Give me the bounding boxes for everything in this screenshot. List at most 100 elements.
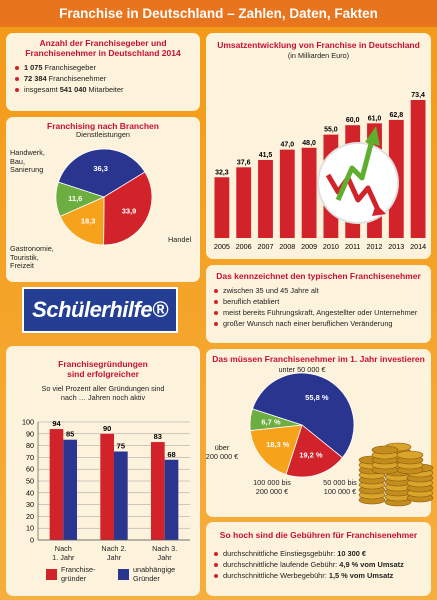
text-segment: 1,5 % vom Umsatz [328, 571, 394, 580]
value-label: 73,4 [411, 92, 425, 99]
slice-label: 11,6 [68, 194, 82, 203]
category-label: Handwerk, Bau, Sanierung [10, 148, 45, 175]
y-tick-label: 100 [22, 418, 34, 427]
slice-label: 33,9 [122, 207, 137, 216]
x-tick-label: 2011 [345, 242, 360, 251]
coin [371, 445, 399, 455]
legend-swatch [118, 569, 129, 580]
list-item: durchschnittliche Einstiegsgebühr: 10 30… [213, 548, 404, 559]
fees-title: So hoch sind die Gebühren für Franchisen… [219, 530, 418, 540]
list-item: meist bereits Führungskraft, Angestellte… [213, 307, 417, 318]
category-label: Gastronomie, Touristik, Freizeit [10, 244, 54, 271]
value-label: 61,0 [368, 115, 382, 122]
text-segment: Franchisegeber [42, 63, 96, 72]
value-label: 94 [52, 419, 61, 428]
y-tick-label: 60 [26, 465, 34, 474]
y-tick-label: 90 [26, 429, 34, 438]
bar [301, 147, 317, 238]
y-tick-label: 10 [26, 524, 34, 533]
x-tick-label: 2005 [214, 242, 230, 251]
value-label: 68 [167, 450, 175, 459]
pie-slice [252, 372, 355, 459]
legend-swatch [46, 569, 57, 580]
text-segment: Mitarbeiter [86, 85, 124, 94]
pie-slice [55, 181, 106, 217]
text-segment: 1 075 [24, 63, 43, 72]
slice-label: 36,3 [93, 164, 108, 173]
fees-list: durchschnittliche Einstiegsgebühr: 10 30… [213, 548, 404, 581]
slice-label: 55,8 % [305, 393, 329, 402]
fees-panel [206, 522, 431, 596]
category-label: Handel [168, 235, 192, 244]
list-item: durchschnittliche laufende Gebühr: 4,9 %… [213, 559, 404, 570]
logo: Schülerhilfe® [22, 287, 178, 333]
bar [150, 442, 165, 540]
text-segment: 72 384 [24, 74, 47, 83]
text-segment: insgesamt [24, 85, 60, 94]
x-tick-label: 2009 [301, 242, 317, 251]
pie-slice [249, 408, 303, 431]
x-tick-label: 2007 [258, 242, 274, 251]
x-tick-label: 2008 [279, 242, 295, 251]
list-item: beruflich etabliert [213, 296, 417, 307]
chart-title: Franchising nach Branchen [47, 121, 159, 131]
bar [410, 100, 426, 238]
coins-illustration [358, 442, 434, 507]
illustration-disc [317, 142, 399, 224]
text-segment: Franchisenehmer [46, 74, 107, 83]
value-label: 60,0 [346, 117, 360, 124]
text-segment: 10 300 € [337, 549, 366, 558]
page-title: Franchise in Deutschland – Zahlen, Daten… [0, 0, 437, 27]
bar [114, 451, 128, 540]
x-tick-label: Nach 2. Jahr [101, 544, 127, 562]
list-item: zwischen 35 und 45 Jahre alt [213, 285, 417, 296]
bar [100, 433, 114, 540]
y-tick-label: 50 [26, 477, 34, 486]
bar [236, 167, 252, 238]
chart-subtitle: So viel Prozent aller Gründungen sind na… [41, 384, 165, 402]
illustration-arrow [372, 204, 386, 216]
slice-label: 18,3 % [266, 440, 290, 449]
x-tick-label: 2012 [367, 242, 383, 251]
value-label: 55,0 [324, 127, 338, 134]
value-label: 48,0 [302, 140, 316, 147]
illustration-arrow [365, 126, 380, 146]
x-tick-label: Nach 3. Jahr [152, 544, 178, 562]
profile-panel [206, 265, 431, 343]
facts-list: 1 075 Franchisegeber 72 384 Franchisenehm… [14, 62, 123, 95]
list-item: 72 384 Franchisenehmer [14, 73, 123, 84]
x-tick-label: 2006 [236, 242, 252, 251]
text-segment: durchschnittliche Einstiegsgebühr: [223, 549, 338, 558]
text-segment: 541 040 [59, 85, 87, 94]
value-label: 90 [103, 424, 111, 433]
chart-title: Umsatzentwicklung von Franchise in Deuts… [217, 40, 420, 50]
illustration-line [325, 173, 381, 212]
trend-illustration [317, 126, 399, 224]
list-item: durchschnittliche Werbegebühr: 1,5 % vom… [213, 570, 404, 581]
chart-title: Franchisegründungen sind erfolgreicher [58, 359, 148, 379]
bar [214, 177, 230, 238]
legend-label: unabhängige Gründer [133, 565, 176, 583]
coin [396, 450, 424, 460]
y-tick-label: 70 [26, 453, 34, 462]
x-tick-label: 2013 [388, 242, 404, 251]
slice-label: 6,7 % [261, 417, 281, 426]
text-segment: durchschnittliche laufende Gebühr: [223, 560, 340, 569]
pie-slice [285, 424, 344, 478]
x-tick-label: 2014 [410, 242, 426, 251]
slice-label: 19,2 % [299, 450, 323, 459]
pie-slice [249, 424, 303, 475]
y-tick-label: 30 [26, 500, 34, 509]
facts-title: Anzahl der Franchisegeber und Franchisen… [25, 38, 181, 58]
list-item: insgesamt 541 040 Mitarbeiter [14, 84, 123, 95]
bar [164, 459, 179, 540]
facts-panel [6, 33, 200, 111]
category-label: 100 000 bis 200 000 € [253, 478, 291, 496]
y-tick-label: 40 [26, 488, 34, 497]
value-label: 32,3 [215, 169, 229, 176]
list-item: 1 075 Franchisegeber [14, 62, 123, 73]
text-segment: durchschnittliche Werbegebühr: [223, 571, 329, 580]
chart-subtitle: (in Milliarden Euro) [287, 51, 350, 60]
